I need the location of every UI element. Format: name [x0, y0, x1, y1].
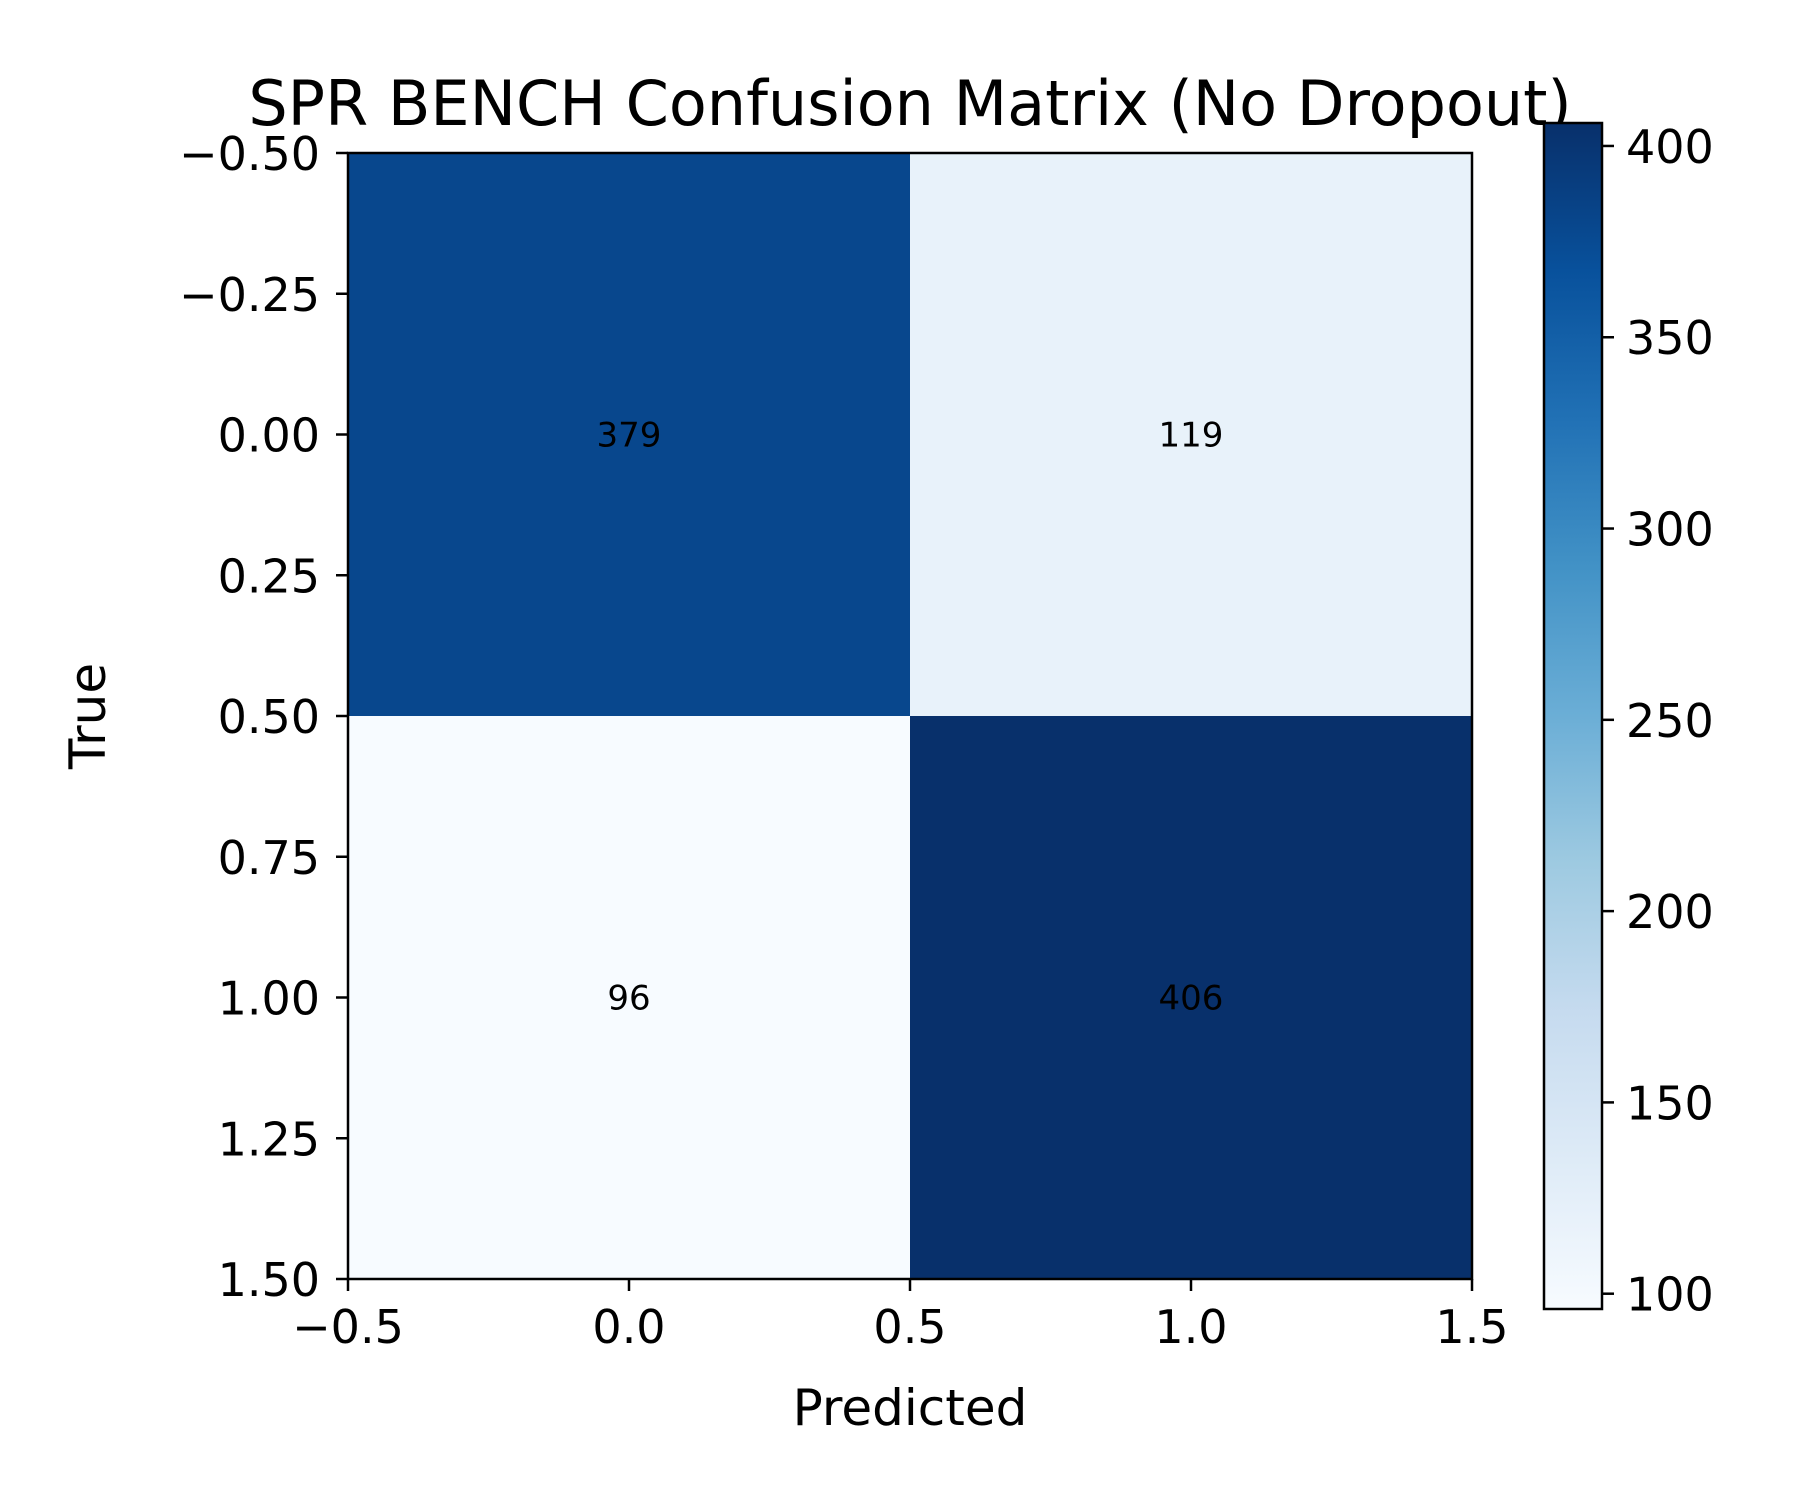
y-tick-label: −0.25: [179, 268, 320, 322]
heatmap-cell: [910, 716, 1472, 1279]
heatmap-cell: [348, 716, 910, 1279]
heatmap-cell-labels: 379 119 96 406: [597, 416, 1224, 1019]
x-tick-label: 0.0: [592, 1300, 665, 1354]
colorbar-tick-label: 250: [1626, 694, 1714, 748]
cell-value-label: 406: [1159, 979, 1224, 1019]
y-axis-label: True: [59, 663, 117, 770]
x-axis-label: Predicted: [793, 1379, 1028, 1437]
y-tick-label: 1.00: [218, 972, 320, 1026]
colorbar-tick-label: 100: [1626, 1268, 1714, 1322]
x-tick-label: 1.5: [1435, 1300, 1508, 1354]
x-tick-label: −0.5: [292, 1300, 404, 1354]
y-tick-label: 0.50: [218, 690, 320, 744]
colorbar-tick-label: 300: [1626, 503, 1714, 557]
x-tick-label: 0.5: [873, 1300, 946, 1354]
colorbar-tick-label: 350: [1626, 311, 1714, 365]
colorbar-tick-label: 200: [1626, 885, 1714, 939]
heatmap-cell: [348, 153, 910, 716]
cell-value-label: 119: [1159, 416, 1224, 456]
y-axis-ticks: −0.50 −0.25 0.00 0.25 0.50 0.75 1.00 1.25 1.50: [179, 127, 348, 1307]
y-tick-label: 1.25: [218, 1112, 320, 1166]
colorbar-tick-label: 400: [1626, 120, 1714, 174]
y-tick-label: 0.25: [218, 549, 320, 603]
cell-value-label: 379: [597, 416, 662, 456]
y-tick-label: 1.50: [218, 1253, 320, 1307]
x-axis-ticks: −0.5 0.0 0.5 1.0 1.5: [292, 1279, 1509, 1354]
colorbar-tick-label: 150: [1626, 1076, 1714, 1130]
colorbar-ticks: 100 150 200 250 300 350 400: [1602, 120, 1714, 1322]
y-tick-label: 0.75: [218, 831, 320, 885]
x-tick-label: 1.0: [1154, 1300, 1227, 1354]
colorbar: [1542, 121, 1604, 1311]
heatmap-cells: [348, 153, 1472, 1279]
cell-value-label: 96: [607, 979, 650, 1019]
heatmap-cell: [910, 153, 1472, 716]
y-tick-label: −0.50: [179, 127, 320, 181]
y-tick-label: 0.00: [218, 409, 320, 463]
chart-title: SPR BENCH Confusion Matrix (No Dropout): [248, 67, 1571, 140]
